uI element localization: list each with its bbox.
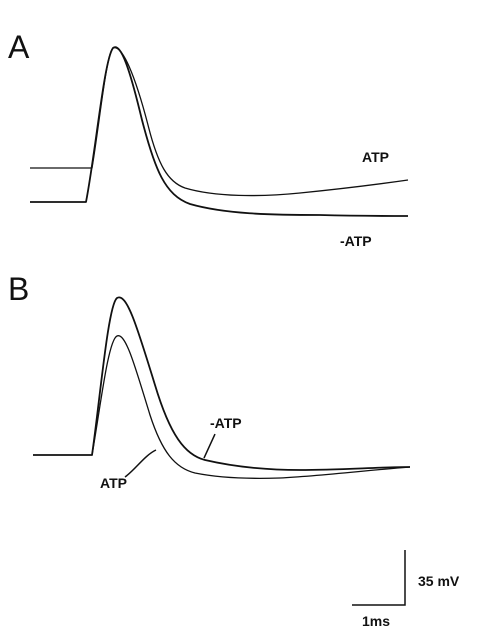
trace-label: ATP <box>362 149 389 165</box>
label-leader <box>124 449 157 478</box>
scale-time: 1ms <box>362 613 390 629</box>
label-leader <box>203 433 216 459</box>
trace-minus-atp <box>30 46 409 217</box>
trace-minus-atp <box>33 296 411 471</box>
trace-label: ATP <box>100 475 127 491</box>
trace-atp <box>91 335 411 479</box>
panel-label: B <box>8 271 29 307</box>
trace-label: -ATP <box>210 415 242 431</box>
panel-label: A <box>8 29 30 65</box>
scale-bar <box>352 550 406 606</box>
scale-voltage: 35 mV <box>418 573 460 589</box>
trace-atp <box>30 47 409 197</box>
trace-label: -ATP <box>340 233 372 249</box>
